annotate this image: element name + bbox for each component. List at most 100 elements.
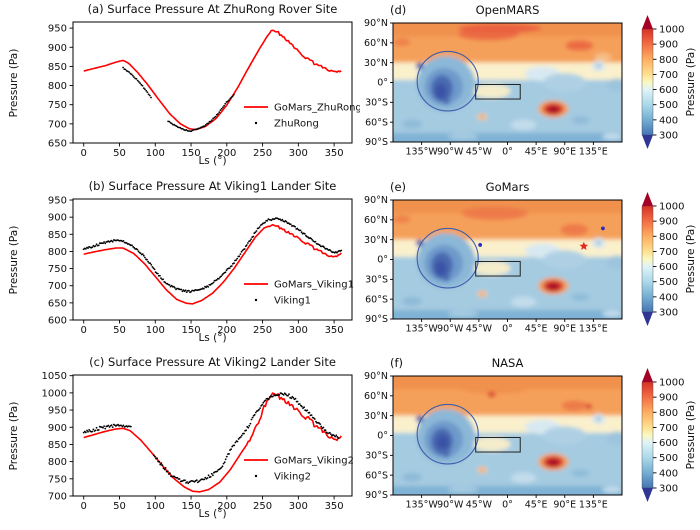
panel-b-xtick-label-6: 300 (289, 325, 308, 336)
panel-c-legend-label-1: Viking2 (274, 472, 311, 483)
panel-d-region-box (475, 83, 521, 100)
panel-a-ytick-label-5: 900 (48, 43, 67, 54)
panel-c-ytick-label-4: 900 (48, 423, 67, 434)
panel-a: (a) Surface Pressure At ZhuRong Rover Si… (0, 0, 360, 176)
panel-a-xtick-label-6: 300 (289, 148, 308, 159)
panel-d-cbtick-label-3: 600 (659, 85, 678, 96)
panel-f-cbtick-label-5: 800 (659, 408, 678, 419)
panel-f-xtick-label-2: 45°W (466, 500, 493, 511)
panel-e-marker-dot-0 (478, 243, 483, 247)
panel-e-cbtick-label-7: 1000 (659, 202, 684, 213)
panel-d-cbtick-label-1: 400 (659, 115, 678, 126)
panel-d-cbtick-label-4: 700 (659, 70, 678, 81)
panel-f-cbtick-label-4: 700 (659, 423, 678, 434)
panel-a-ytick-label-2: 750 (48, 100, 67, 111)
panel-d-label: (d) (390, 3, 407, 17)
panel-c-ytick-label-7: 1050 (42, 371, 67, 382)
panel-f-ytick-label-0: 90°N (364, 371, 388, 382)
panel-d-cbtick-label-7: 1000 (659, 25, 684, 36)
panel-b-title: (b) Surface Pressure At Viking1 Lander S… (88, 179, 337, 193)
panel-c-ytick-label-6: 1000 (42, 388, 67, 399)
panel-e-ytick-label-4: 30°S (365, 275, 388, 286)
panel-e-xtick-label-3: 0° (502, 324, 513, 335)
panel-f-xtick-label-3: 0° (502, 500, 513, 511)
series-Viking2 (82, 392, 340, 485)
panel-b-axes-frame (72, 198, 353, 321)
panel-e-ytick-label-0: 90°N (364, 195, 388, 206)
panel-b-ytick-label-1: 650 (48, 298, 67, 309)
panel-f-cbtick-label-1: 400 (659, 468, 678, 479)
panel-e-colorbar: 300 400 500 600 700 800 900 1000 (641, 192, 684, 326)
panel-e-xtick-label-0: 135°W (405, 324, 438, 335)
panel-d-xtick-label-2: 45°W (466, 147, 493, 158)
panel-a-xtick-label-1: 50 (113, 148, 126, 159)
panel-f-region-box (475, 436, 521, 453)
panel-a-xtick-label-7: 350 (325, 148, 344, 159)
panel-a-xtick-label-5: 250 (253, 148, 272, 159)
panel-d: (d) OpenMARS 135°W 90°W 45°W 0° 45°E 90°E 135°… (360, 0, 700, 176)
panel-f-cbtick-label-2: 500 (659, 453, 678, 464)
panel-e-xtick-label-5: 90°E (553, 324, 576, 335)
panel-d-colorbar-label: Pressure (Pa) (685, 47, 697, 117)
panel-b-ytick-label-6: 900 (48, 213, 67, 224)
panel-e-ytick-label-6: 90°S (365, 314, 388, 325)
panel-e-xtick-label-6: 135°E (579, 324, 608, 335)
panel-c-xtick-label-7: 350 (325, 501, 344, 512)
panel-b-legend-dot-sample (254, 298, 258, 302)
panel-d-ytick-label-6: 90°S (365, 137, 388, 148)
series-GoMars_Viking1 (83, 223, 342, 305)
panel-f-xtick-label-5: 90°E (553, 500, 576, 511)
panel-f-map: 135°W 90°W 45°W 0° 45°E 90°E 135°E 90°N 60°N 30°N… (364, 368, 684, 511)
panel-d-cbtick-label-2: 500 (659, 100, 678, 111)
panel-f-xtick-label-0: 135°W (405, 500, 438, 511)
panel-a-legend-label-0: GoMars_ZhuRong (274, 103, 360, 114)
panel-d-cbtick-label-6: 900 (659, 40, 678, 51)
panel-f-title: NASA (491, 356, 524, 370)
panel-b-ytick-label-3: 750 (48, 264, 67, 275)
panel-f-ytick-label-4: 30°S (365, 451, 388, 462)
panel-b-legend-label-1: Viking1 (274, 296, 311, 307)
panel-a-xtick-label-2: 100 (146, 148, 165, 159)
panel-d-xtick-label-6: 135°E (579, 147, 608, 158)
panel-c-xtick-label-6: 300 (289, 501, 308, 512)
panel-e-cbtick-label-6: 900 (659, 217, 678, 228)
panel-d-xtick-label-3: 0° (502, 147, 513, 158)
panel-f-xtick-label-4: 45°E (525, 500, 548, 511)
panel-d-map: 135°W 90°W 45°W 0° 45°E 90°E 135°E 90°N 60°N 30°N… (364, 15, 684, 158)
panel-b-legend-label-0: GoMars_Viking1 (274, 280, 354, 291)
panel-d-ytick-label-1: 60°N (364, 38, 388, 49)
panel-e-label: (e) (390, 180, 407, 194)
panel-e-map: 135°W 90°W 45°W 0° 45°E 90°E 135°E 90°N 60°N 30°N… (364, 192, 684, 335)
series-GoMars_Viking2 (83, 392, 342, 493)
panel-a-title: (a) Surface Pressure At ZhuRong Rover Si… (87, 2, 338, 16)
series-ZhuRong (122, 66, 235, 133)
panel-e-ytick-label-2: 30°N (364, 235, 388, 246)
panel-d-xtick-label-1: 90°W (437, 147, 464, 158)
panel-e-xtick-label-2: 45°W (466, 324, 493, 335)
panel-f-contour-field (393, 376, 622, 495)
panel-f-ytick-label-5: 60°S (365, 470, 388, 481)
panel-f-cbtick-label-0: 300 (659, 484, 678, 495)
panel-c-xtick-label-4: 200 (217, 501, 236, 512)
panel-f-colorbar: 300 400 500 600 700 800 900 1000 (641, 368, 684, 502)
panel-c-axes-frame (72, 374, 353, 497)
panel-b-xtick-label-2: 100 (146, 325, 165, 336)
panel-d-cbtick-label-5: 800 (659, 55, 678, 66)
panel-c-xtick-label-5: 250 (253, 501, 272, 512)
panel-d-ytick-label-0: 90°N (364, 18, 388, 29)
panel-d-ytick-label-2: 30°N (364, 58, 388, 69)
panel-e-contour-field (393, 200, 622, 319)
panel-a-axes-frame (72, 21, 353, 144)
panel-d-xtick-label-4: 45°E (525, 147, 548, 158)
panel-a-ytick-label-3: 800 (48, 81, 67, 92)
panel-c-xtick-label-2: 100 (146, 501, 165, 512)
panel-e: (e) GoMars 135°W 90°W 45°W 0° 45°E 90°E 135°E 9… (360, 177, 700, 353)
panel-c-xlabel: Ls (°) (198, 508, 227, 520)
panel-c-ytick-label-0: 700 (48, 492, 67, 503)
panel-e-cbtick-label-3: 600 (659, 262, 678, 273)
panel-f: (f) NASA 135°W 90°W 45°W 0° 45°E 90°E 135°E 90°… (360, 353, 700, 529)
panel-e-ytick-label-3: 0° (377, 255, 388, 266)
panel-a-xtick-label-0: 0 (81, 148, 87, 159)
panel-b-xtick-label-7: 350 (325, 325, 344, 336)
